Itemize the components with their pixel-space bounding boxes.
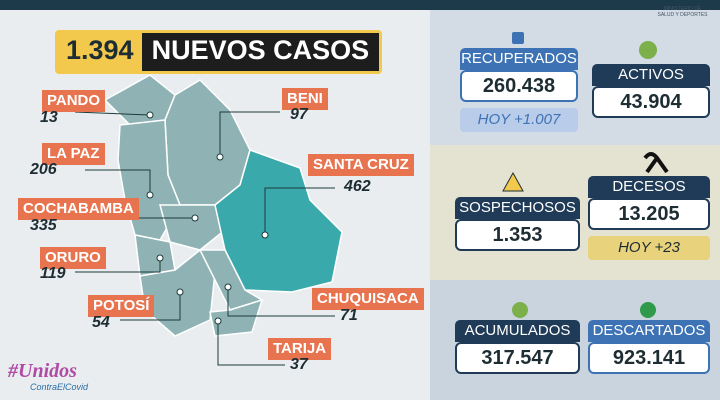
- plus-circle-icon: [512, 302, 528, 318]
- department-value: 54: [92, 314, 110, 331]
- leader: [120, 292, 181, 321]
- department-name: TARIJA: [268, 338, 332, 360]
- plus-icon: [512, 32, 524, 44]
- ribbon-icon: [643, 152, 669, 174]
- ministry: MINISTERIO DE SALUD Y DEPORTES: [657, 6, 708, 18]
- leader: [217, 321, 285, 366]
- card-value: 923.141: [588, 342, 710, 374]
- department-value: 37: [290, 356, 308, 373]
- headline-title: NUEVOS CASOS: [141, 33, 380, 71]
- logo-subtitle: ContraElCovid: [30, 382, 89, 392]
- dot: [214, 317, 222, 325]
- department-name: ORURO: [40, 247, 106, 269]
- card-label: SOSPECHOSOS: [455, 197, 580, 219]
- department-value: 97: [290, 106, 308, 123]
- department-value: 462: [344, 178, 371, 195]
- dot: [146, 191, 154, 199]
- card-label: RECUPERADOS: [460, 48, 578, 70]
- department-name: LA PAZ: [42, 143, 105, 165]
- card-today: HOY +23: [588, 236, 710, 260]
- department-name: CHUQUISACA: [312, 288, 424, 310]
- department-name: SANTA CRUZ: [308, 154, 414, 176]
- x-circle-icon: [640, 302, 656, 318]
- department-value: 13: [40, 109, 58, 126]
- card-label: DESCARTADOS: [588, 320, 710, 342]
- oruro: [134, 234, 176, 277]
- leader: [227, 287, 335, 317]
- dot: [146, 111, 154, 119]
- card-value: 260.438: [460, 70, 578, 102]
- department-value: 206: [30, 161, 57, 178]
- card-value: 43.904: [592, 86, 710, 118]
- card-label: DECESOS: [588, 176, 710, 198]
- new-cases-count: 1.394: [66, 35, 134, 65]
- department-name: BENI: [282, 88, 328, 110]
- department-name: COCHABAMBA: [18, 198, 139, 220]
- pando: [103, 74, 176, 126]
- department-value: 71: [340, 307, 358, 324]
- card-label: ACTIVOS: [592, 64, 710, 86]
- leader: [264, 187, 335, 235]
- icons: [502, 32, 669, 318]
- card-value: 1.353: [455, 219, 580, 251]
- leader: [74, 111, 151, 116]
- dot: [261, 231, 269, 239]
- department-value: 335: [30, 217, 57, 234]
- card-today: HOY +1.007: [460, 108, 578, 132]
- card-value: 13.205: [588, 198, 710, 230]
- leader: [219, 111, 280, 157]
- logo-title: #Unidos: [8, 360, 77, 382]
- cochabamba: [159, 204, 226, 251]
- warning-icon: [502, 171, 524, 192]
- dot: [224, 283, 232, 291]
- card-value: 317.547: [455, 342, 580, 374]
- department-name: PANDO: [42, 90, 106, 112]
- dot: [191, 214, 199, 222]
- department-value: 119: [40, 265, 66, 282]
- department-name: POTOSÍ: [88, 295, 155, 317]
- dot: [176, 288, 184, 296]
- top-bar: [0, 0, 720, 10]
- virus-icon: [639, 41, 657, 59]
- leader: [85, 169, 151, 195]
- dot: [156, 254, 164, 262]
- leader: [75, 258, 161, 273]
- dot: [216, 153, 224, 161]
- card-label: ACUMULADOS: [455, 320, 580, 342]
- headline: 1.394 NUEVOS CASOS: [55, 30, 383, 74]
